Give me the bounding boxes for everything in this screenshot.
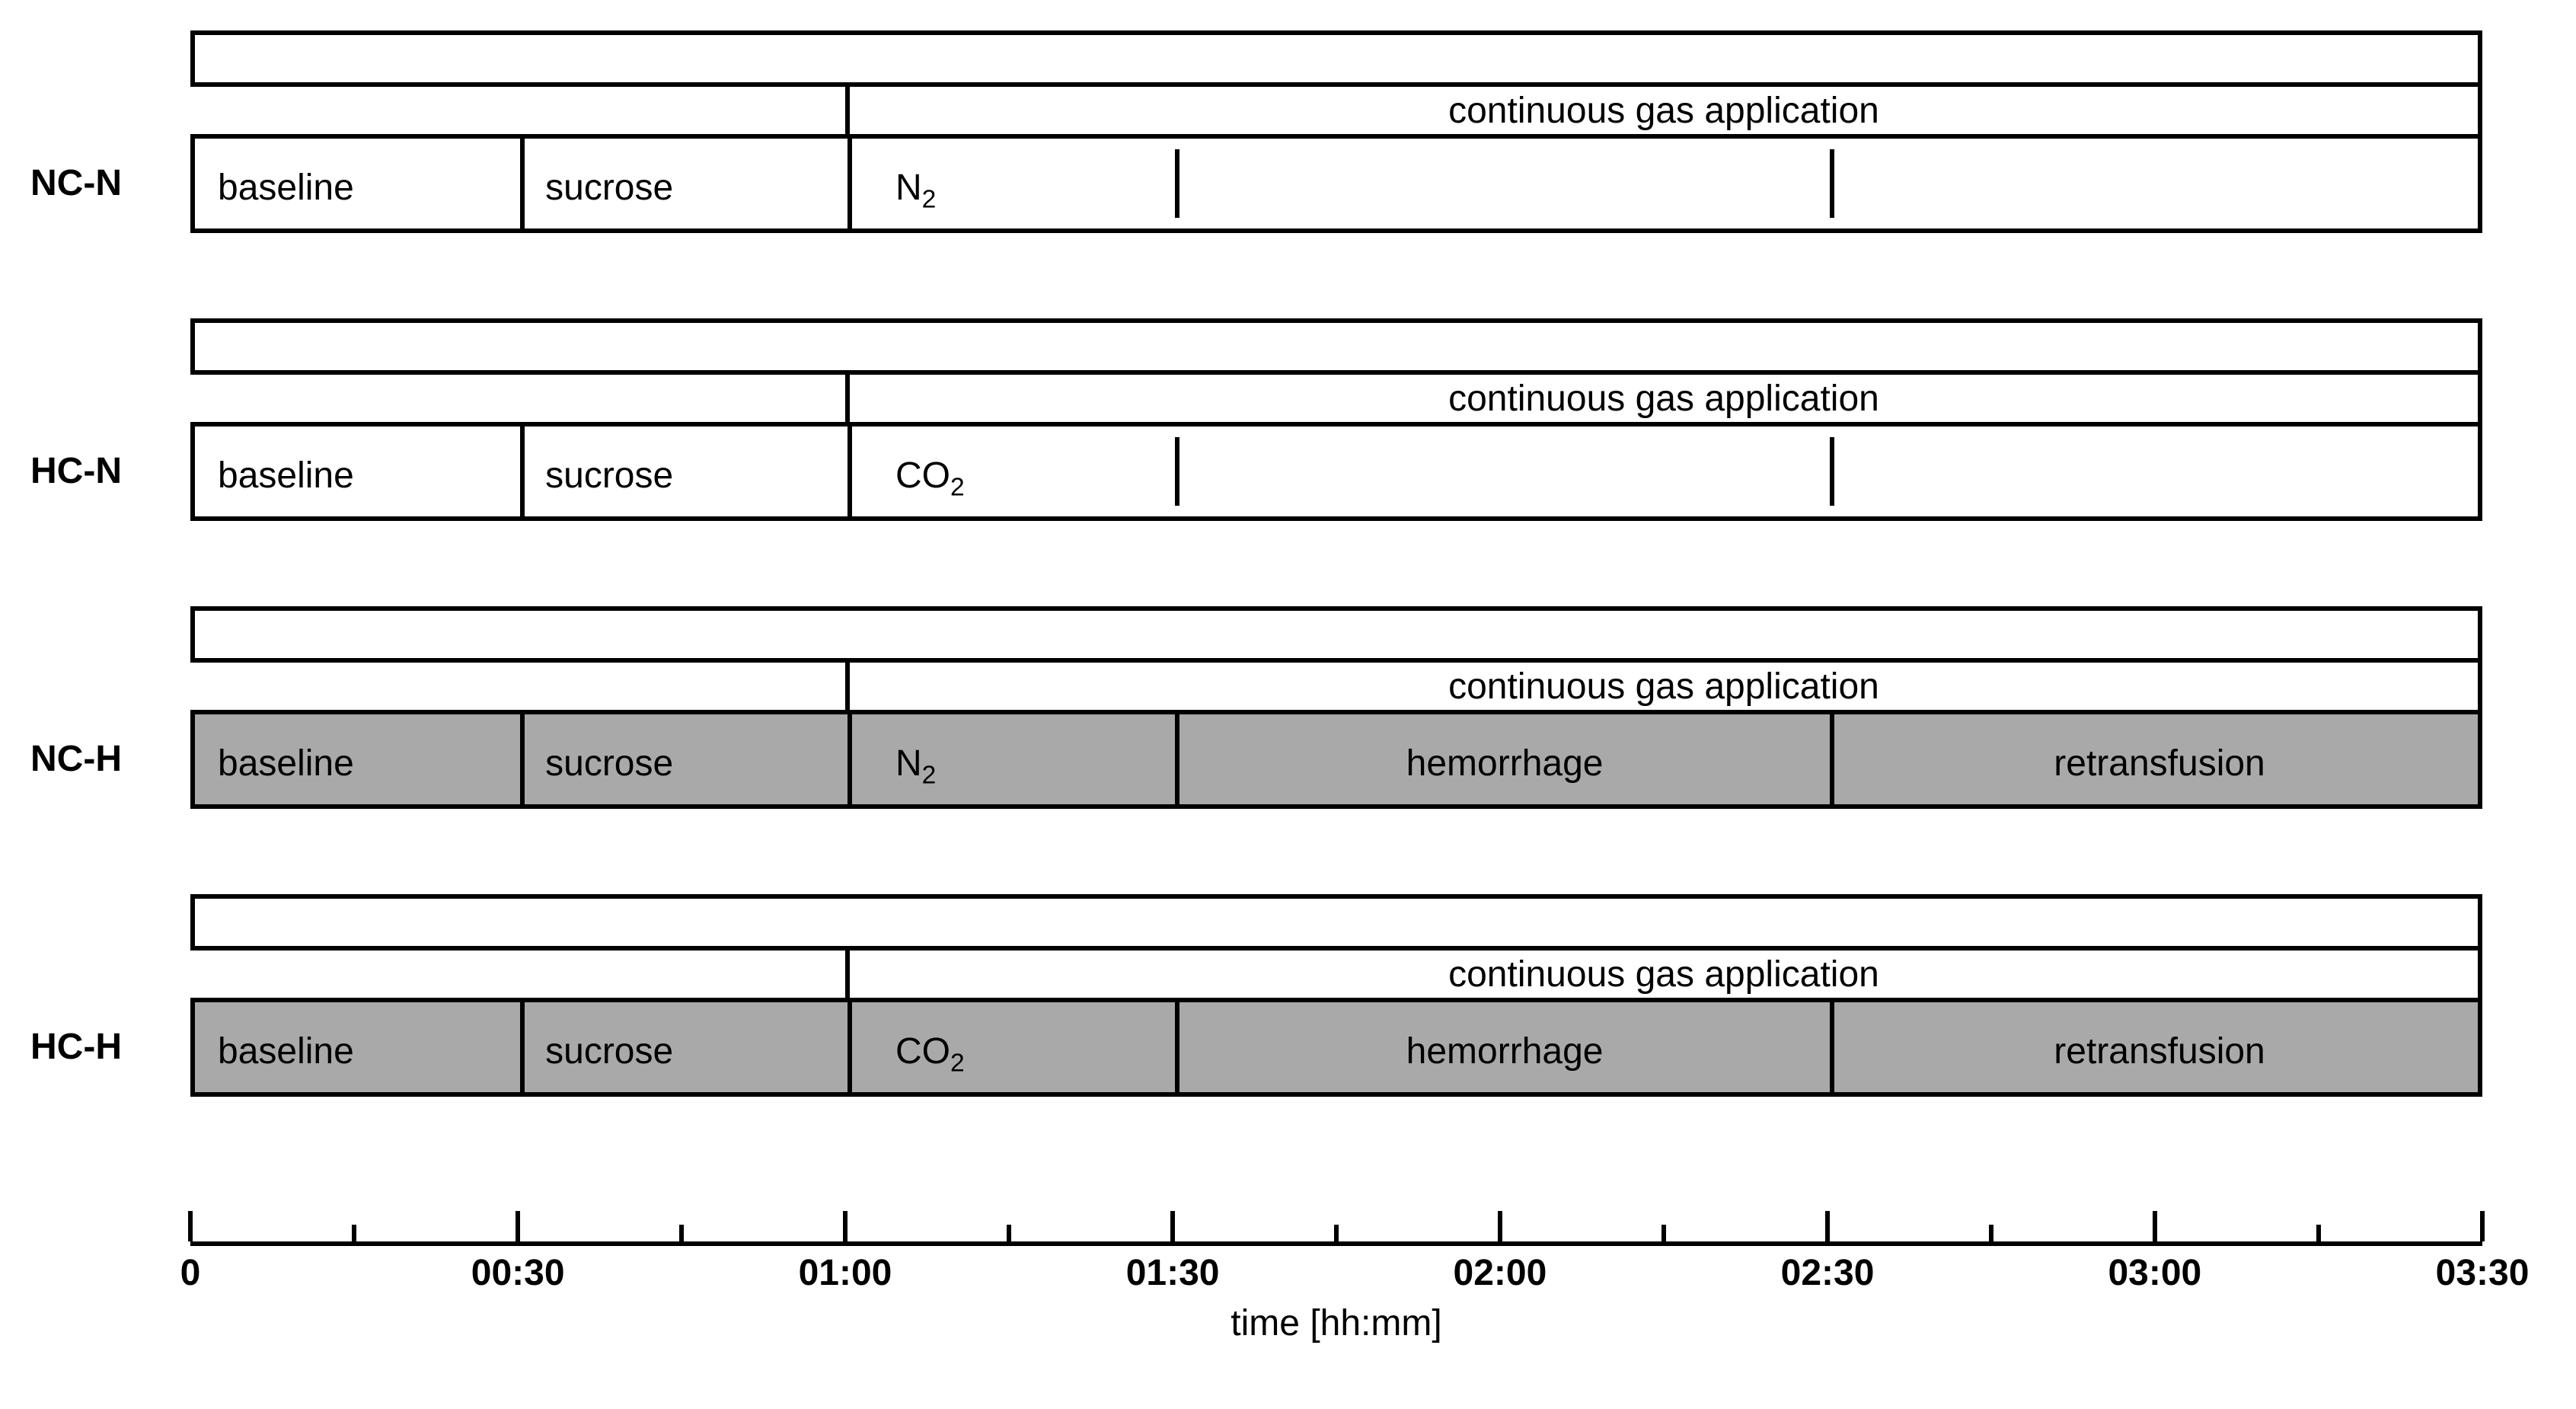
main-bar-NC-N: baseline sucrose N2 bbox=[190, 134, 2482, 233]
spacer-bar bbox=[190, 894, 2482, 951]
segment-label: baseline bbox=[218, 743, 354, 784]
segment-label: retransfusion bbox=[2054, 743, 2265, 784]
segment-label: sucrose bbox=[545, 167, 673, 209]
segment-divider bbox=[1830, 149, 1834, 218]
spacer-bar bbox=[190, 606, 2482, 663]
x-axis-line bbox=[190, 1241, 2482, 1246]
main-bar-NC-H: baseline sucrose N2 hemorrhage retransfusion bbox=[190, 710, 2482, 809]
tick-label: 0 bbox=[180, 1252, 201, 1294]
row-label-HC-H: HC-H bbox=[30, 1026, 122, 1068]
segment-label: sucrose bbox=[545, 743, 673, 784]
major-tick bbox=[188, 1211, 193, 1241]
main-bar-HC-H: baseline sucrose CO2 hemorrhage retransfusio… bbox=[190, 998, 2482, 1097]
segment-divider bbox=[847, 139, 852, 228]
row-label-NC-N: NC-N bbox=[30, 162, 122, 204]
minor-tick bbox=[352, 1225, 356, 1241]
gas-application-bar: continuous gas application bbox=[845, 946, 2482, 1002]
gas-application-bar: continuous gas application bbox=[845, 658, 2482, 714]
segment-label: baseline bbox=[218, 1030, 354, 1072]
minor-tick bbox=[1661, 1225, 1666, 1241]
segment-label: CO2 bbox=[895, 1030, 965, 1078]
segment-label: baseline bbox=[218, 167, 354, 209]
spacer-bar bbox=[190, 318, 2482, 375]
row-label-NC-H: NC-H bbox=[30, 738, 122, 780]
segment-divider bbox=[847, 714, 852, 804]
spacer-bar bbox=[190, 30, 2482, 87]
segment-label: CO2 bbox=[895, 455, 965, 503]
timeline-chart: NC-N continuous gas application baseline su… bbox=[30, 30, 2546, 1379]
major-tick bbox=[1825, 1211, 1830, 1241]
minor-tick bbox=[1334, 1225, 1339, 1241]
gas-application-bar: continuous gas application bbox=[845, 82, 2482, 139]
segment-divider bbox=[1830, 437, 1834, 506]
minor-tick bbox=[1989, 1225, 1993, 1241]
major-tick bbox=[2480, 1211, 2485, 1241]
tick-label: 03:00 bbox=[2108, 1252, 2201, 1294]
tick-label: 03:30 bbox=[2436, 1252, 2530, 1294]
segment-divider bbox=[1175, 149, 1179, 218]
segment-divider bbox=[520, 139, 525, 228]
segment-label: N2 bbox=[895, 743, 936, 791]
segment-label: sucrose bbox=[545, 455, 673, 497]
segment-divider bbox=[847, 427, 852, 516]
segment-label: retransfusion bbox=[2054, 1030, 2265, 1072]
tick-label: 01:30 bbox=[1126, 1252, 1220, 1294]
major-tick bbox=[1498, 1211, 1502, 1241]
major-tick bbox=[2153, 1211, 2157, 1241]
tick-label: 02:00 bbox=[1454, 1252, 1547, 1294]
segment-divider bbox=[1830, 714, 1834, 804]
minor-tick bbox=[1007, 1225, 1011, 1241]
main-bar-HC-N: baseline sucrose CO2 bbox=[190, 422, 2482, 521]
segment-label: sucrose bbox=[545, 1030, 673, 1072]
segment-label: hemorrhage bbox=[1406, 743, 1604, 784]
minor-tick bbox=[679, 1225, 684, 1241]
segment-divider bbox=[520, 1002, 525, 1092]
gas-application-bar: continuous gas application bbox=[845, 370, 2482, 427]
segment-divider bbox=[1830, 1002, 1834, 1092]
tick-label: 01:00 bbox=[799, 1252, 892, 1294]
major-tick bbox=[843, 1211, 847, 1241]
row-label-HC-N: HC-N bbox=[30, 450, 122, 492]
segment-divider bbox=[1175, 437, 1179, 506]
segment-divider bbox=[520, 427, 525, 516]
tick-label: 02:30 bbox=[1781, 1252, 1875, 1294]
major-tick bbox=[516, 1211, 520, 1241]
x-axis-title: time [hh:mm] bbox=[1231, 1302, 1441, 1344]
tick-label: 00:30 bbox=[471, 1252, 565, 1294]
segment-label: hemorrhage bbox=[1406, 1030, 1604, 1072]
segment-divider bbox=[520, 714, 525, 804]
segment-divider bbox=[847, 1002, 852, 1092]
minor-tick bbox=[2316, 1225, 2321, 1241]
segment-label: baseline bbox=[218, 455, 354, 497]
segment-label: N2 bbox=[895, 167, 936, 215]
major-tick bbox=[1170, 1211, 1175, 1241]
segment-divider bbox=[1175, 1002, 1179, 1092]
segment-divider bbox=[1175, 714, 1179, 804]
